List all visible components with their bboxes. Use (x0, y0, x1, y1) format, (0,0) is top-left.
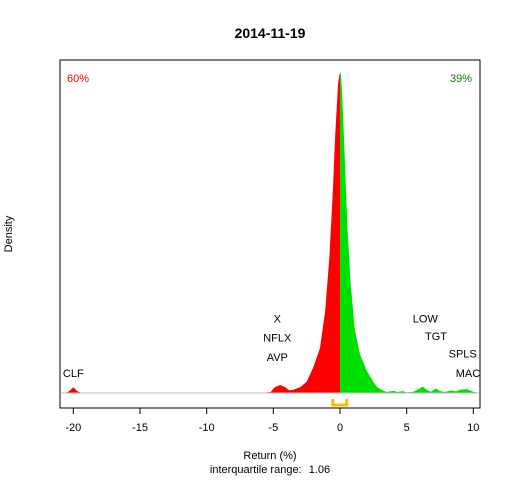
annotation-x: X (274, 313, 282, 325)
positive-density-area (340, 72, 480, 393)
annotation-mac: MAC (456, 368, 481, 380)
x-tick-label: -10 (199, 422, 215, 434)
annotation-spls: SPLS (449, 349, 477, 361)
x-tick-label: -20 (65, 422, 81, 434)
x-tick-label: -15 (132, 422, 148, 434)
annotation-nflx: NFLX (263, 333, 292, 345)
negative-density-area (60, 73, 340, 393)
x-tick-label: 5 (404, 422, 410, 434)
plot-frame (59, 59, 481, 409)
negative-share-label: 60% (67, 73, 89, 85)
x-tick-label: -5 (268, 422, 278, 434)
chart-title: 2014-11-19 (235, 25, 306, 41)
y-axis-label: Density (3, 215, 15, 252)
annotation-clf: CLF (63, 368, 84, 380)
x-axis: -20 -15 -10 -5 0 5 10 (65, 408, 479, 434)
iqr-bracket (331, 399, 349, 407)
density-areas (60, 72, 480, 393)
x-axis-label: Return (%) (243, 450, 296, 462)
iqr-subtitle: interquartile range: 1.06 (210, 464, 330, 476)
iqr-subtitle-prefix: interquartile range: (210, 464, 302, 476)
annotation-low: LOW (413, 313, 439, 325)
iqr-subtitle-value: 1.06 (309, 464, 330, 476)
annotation-tgt: TGT (425, 331, 447, 343)
x-tick-label: 0 (337, 422, 343, 434)
positive-share-label: 39% (450, 73, 472, 85)
x-tick-label: 10 (467, 422, 479, 434)
iqr-bracket-mark (331, 399, 349, 407)
annotation-avp: AVP (267, 352, 288, 364)
